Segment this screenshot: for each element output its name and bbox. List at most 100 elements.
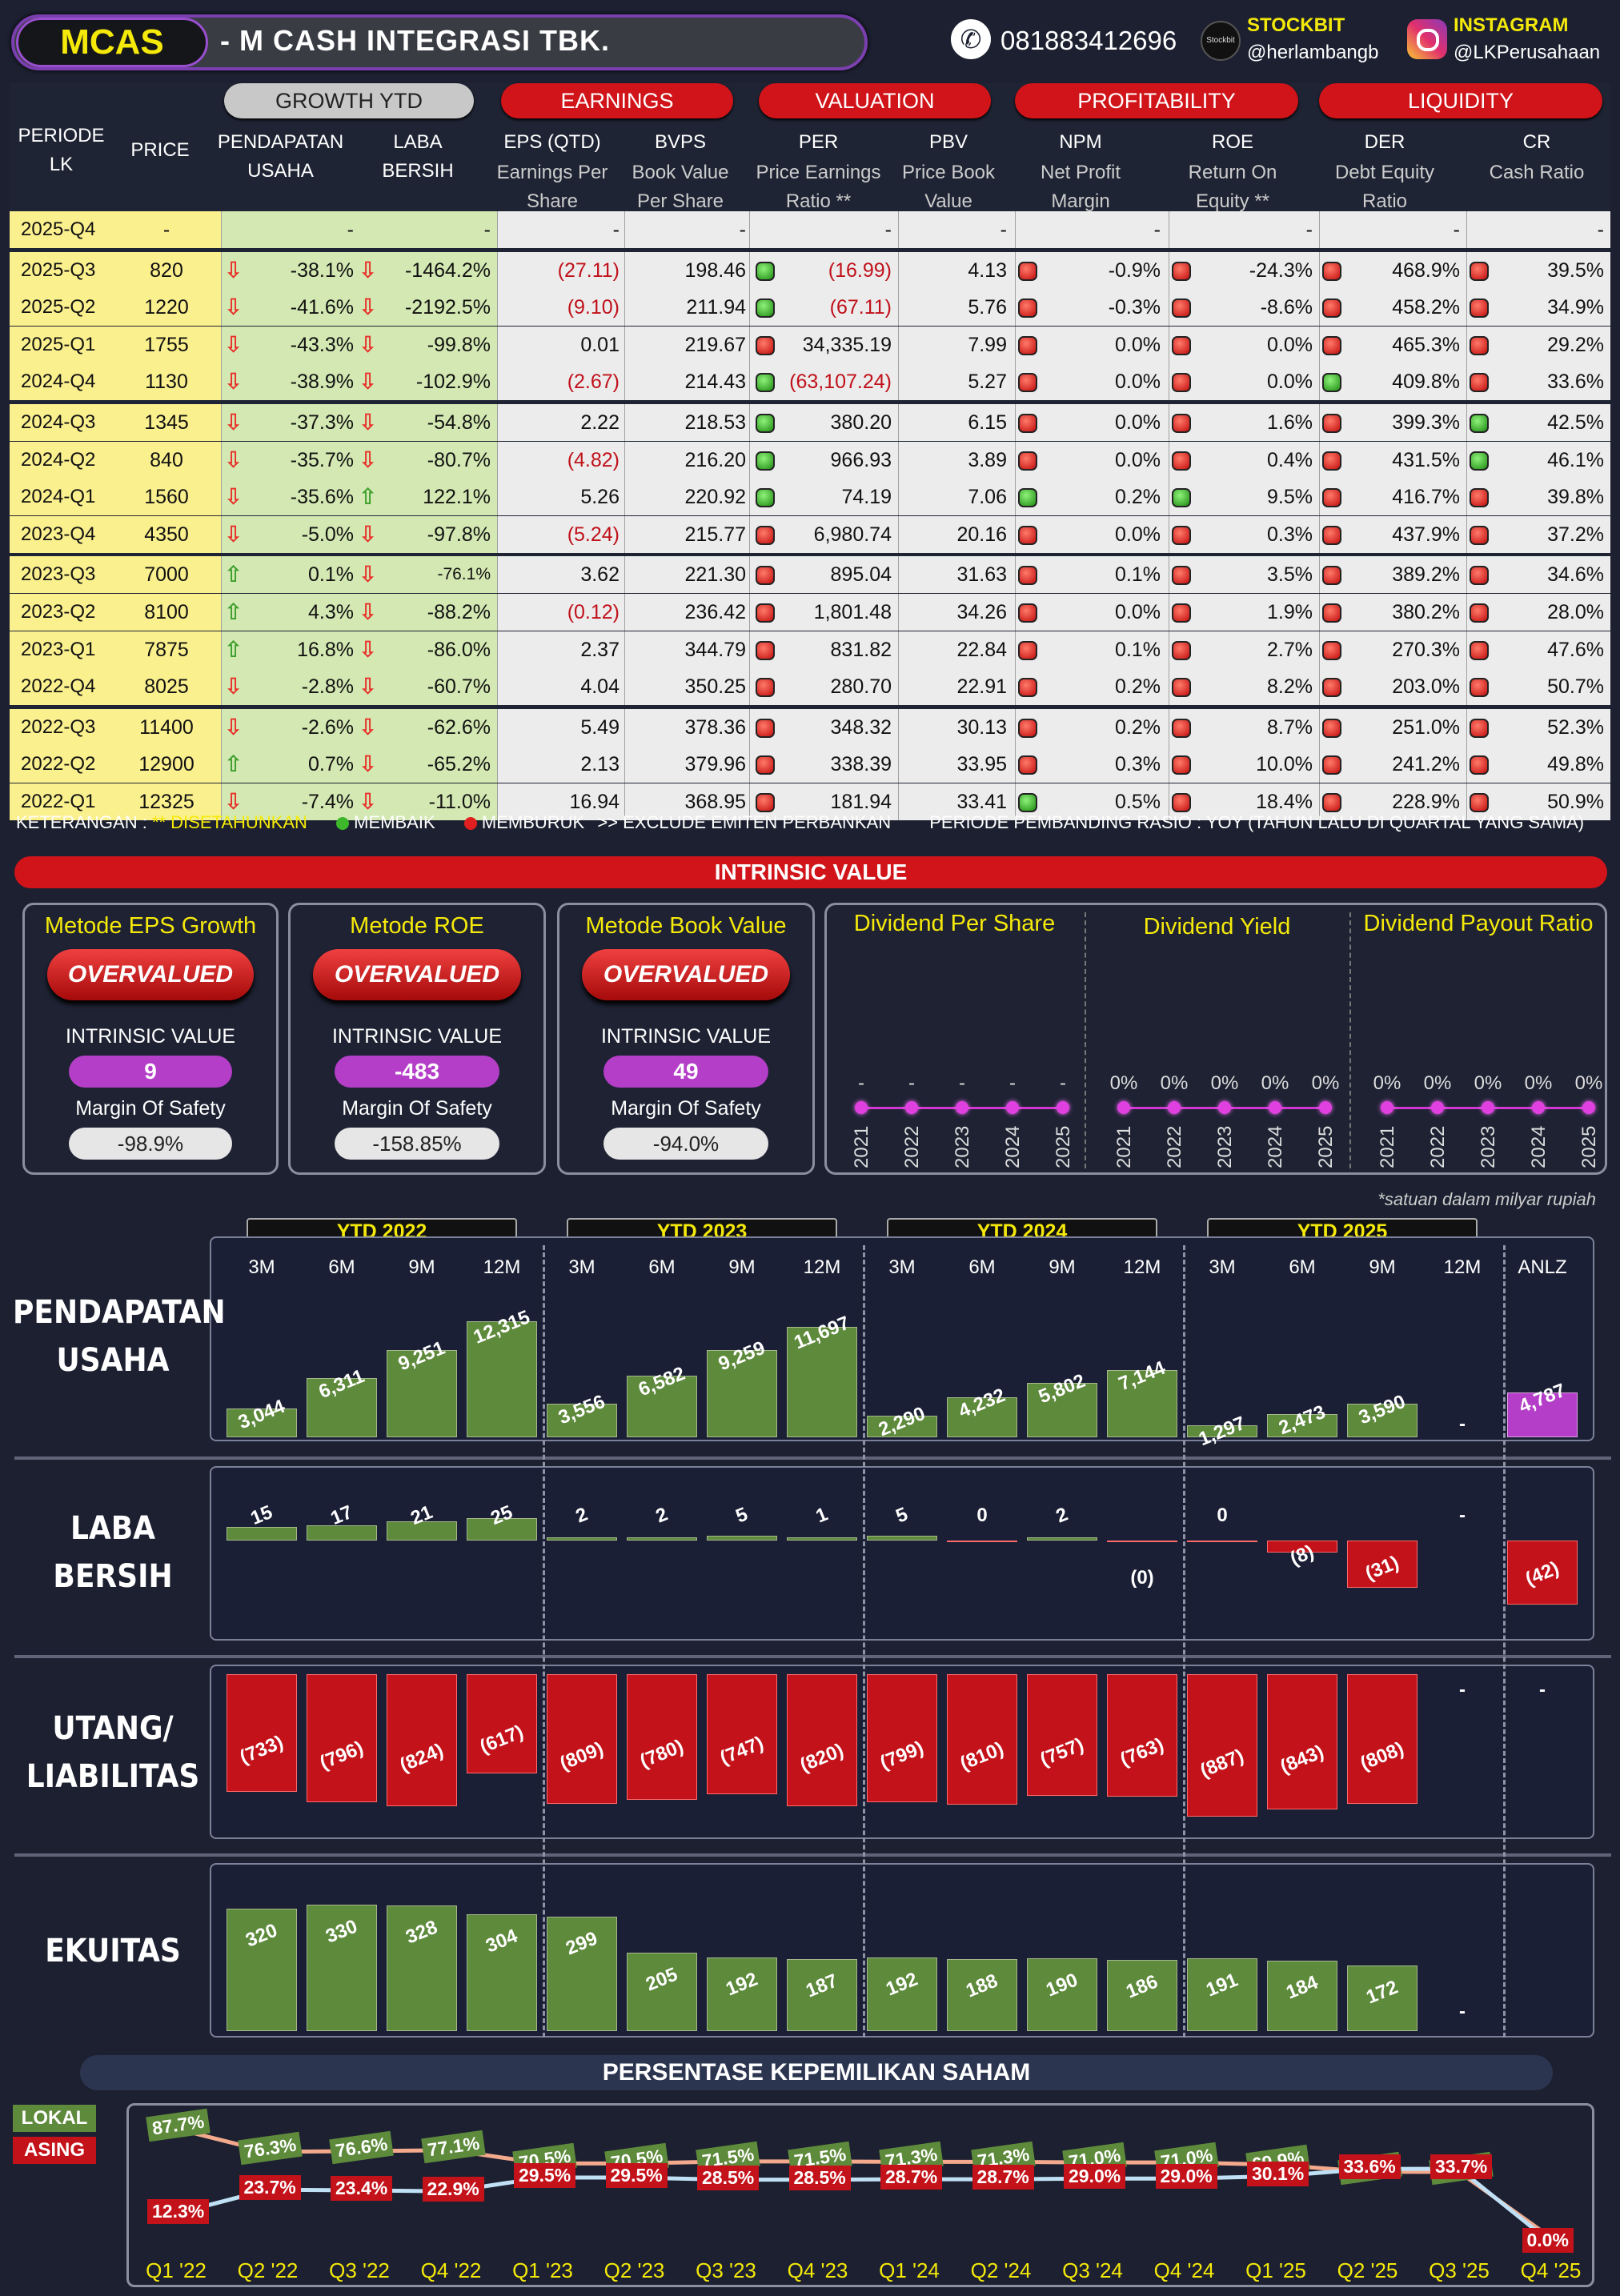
asing-value-label: 28.7% bbox=[880, 2165, 943, 2190]
cell-cr: 34.6% bbox=[1547, 563, 1604, 586]
cell-eps: 0.01 bbox=[580, 334, 620, 356]
arrow-down-icon: ⇩ bbox=[359, 789, 378, 814]
cell-cr: - bbox=[1597, 218, 1604, 241]
arrow-down-icon: ⇩ bbox=[359, 751, 378, 776]
cell-pendapatan-growth: -43.3% bbox=[290, 334, 354, 356]
worsening-dot-icon bbox=[756, 526, 775, 545]
quarter-label: Q1 '23 bbox=[512, 2258, 573, 2282]
grid-line bbox=[497, 327, 498, 363]
worsening-dot-icon bbox=[756, 678, 775, 697]
grid-line bbox=[1319, 404, 1320, 441]
cell-pbv: 7.99 bbox=[968, 334, 1007, 356]
cell-roe: 1.6% bbox=[1267, 411, 1313, 434]
cell-roe: 0.0% bbox=[1267, 371, 1313, 393]
cell-pbv: - bbox=[1000, 218, 1007, 241]
asing-value-label: 29.5% bbox=[605, 2162, 668, 2188]
grid-line bbox=[1015, 709, 1016, 746]
grid-line bbox=[1466, 594, 1467, 631]
grid-line bbox=[749, 252, 750, 289]
status-badge: OVERVALUED bbox=[582, 949, 790, 1000]
cell-npm: 0.0% bbox=[1115, 371, 1161, 393]
col-eps: EPS (QTD) bbox=[503, 131, 601, 153]
arrow-down-icon: ⇩ bbox=[359, 258, 378, 282]
cell-bvps: 350.25 bbox=[684, 675, 746, 698]
cell-npm: 0.0% bbox=[1115, 449, 1161, 471]
legend-ket: KETERANGAN : bbox=[16, 812, 147, 832]
col-der-sub: Debt Equity Ratio bbox=[1334, 162, 1435, 212]
table-legend: KETERANGAN : ** DISETAHUNKAN MEMBAIK MEM… bbox=[16, 812, 1584, 833]
bar-ekuitas bbox=[947, 1958, 1017, 2031]
worsening-dot-icon bbox=[756, 336, 775, 355]
dividend-point bbox=[1319, 1101, 1332, 1114]
cell-roe: 8.7% bbox=[1267, 716, 1313, 739]
cell-eps: (27.11) bbox=[557, 259, 620, 282]
cell-per: 1,801.48 bbox=[813, 601, 892, 623]
cell-periode: 2025-Q4 bbox=[10, 211, 112, 248]
legend-memburuk: MEMBURUK bbox=[481, 812, 585, 832]
arrow-down-icon: ⇩ bbox=[224, 484, 243, 509]
bar-pendapatan bbox=[787, 1327, 857, 1437]
phone-number[interactable]: 081883412696 bbox=[1000, 26, 1177, 55]
dividend-point bbox=[855, 1101, 868, 1114]
label-utang: UTANG/LIABILITAS bbox=[26, 1710, 200, 1795]
cell-price: 1220 bbox=[112, 289, 221, 326]
card-title: Metode EPS Growth bbox=[44, 913, 257, 939]
cell-laba-growth: -54.8% bbox=[427, 411, 491, 434]
cell-bvps: 344.79 bbox=[684, 639, 746, 661]
bar-utang bbox=[787, 1674, 857, 1806]
quarter-label: Q4 '22 bbox=[420, 2258, 482, 2282]
table-row: 2024-Q1 1560 ⇩ -35.6% ⇧ 122.1% 5.26 220.92 74.19… bbox=[10, 479, 1610, 515]
cell-npm: 0.3% bbox=[1115, 753, 1161, 775]
bar-utang bbox=[227, 1674, 297, 1793]
worsening-dot-icon bbox=[1322, 755, 1341, 775]
grid-line bbox=[898, 556, 899, 593]
grid-line bbox=[221, 252, 222, 289]
table-row: 2025-Q4- - - - - - - - - - - bbox=[10, 211, 1610, 248]
cell-bvps: 198.46 bbox=[684, 259, 746, 282]
bar-pendapatan bbox=[1267, 1413, 1337, 1437]
bar-laba bbox=[547, 1537, 617, 1541]
cell-eps: (0.12) bbox=[567, 601, 620, 623]
cell-per: - bbox=[884, 218, 892, 241]
cell-der: 380.2% bbox=[1392, 601, 1460, 623]
cell-per: 966.93 bbox=[830, 449, 892, 471]
bar-laba bbox=[467, 1518, 537, 1541]
bar-value-label: 0 bbox=[1217, 1505, 1228, 1526]
worsening-dot-icon bbox=[1322, 299, 1341, 318]
stockbit-handle[interactable]: @herlambangb bbox=[1247, 42, 1379, 63]
cell-pendapatan-growth: -35.7% bbox=[290, 449, 354, 471]
period-label: 9M bbox=[1049, 1256, 1076, 1278]
grid-line bbox=[624, 252, 625, 289]
improving-dot-icon bbox=[756, 451, 775, 471]
bar-value-label: - bbox=[1539, 1679, 1546, 1701]
worsening-dot-icon bbox=[1172, 451, 1191, 471]
asing-value-label: 29.5% bbox=[514, 2162, 576, 2188]
cell-per: 348.32 bbox=[830, 716, 892, 739]
quarter-label: Q2 '23 bbox=[603, 2258, 665, 2282]
mos-value: -158.85% bbox=[335, 1128, 499, 1160]
grid-line bbox=[1015, 746, 1016, 783]
cell-eps: 3.62 bbox=[580, 563, 620, 586]
cell-pendapatan-growth: - bbox=[347, 218, 354, 241]
worsening-dot-icon bbox=[1470, 755, 1489, 775]
dividend-divider bbox=[1085, 912, 1086, 1168]
cell-periode: 2023-Q1 bbox=[10, 631, 112, 668]
asing-value-label: 33.7% bbox=[1430, 2154, 1493, 2179]
cell-growth-bg bbox=[221, 252, 497, 289]
grid-line bbox=[624, 516, 625, 553]
bar-pendapatan bbox=[707, 1349, 777, 1437]
col-roe-sub: Return On Equity ** bbox=[1188, 162, 1277, 212]
cell-per: 181.94 bbox=[830, 791, 892, 813]
arrow-down-icon: ⇩ bbox=[224, 332, 243, 357]
instagram-handle[interactable]: @LKPerusahaan bbox=[1454, 42, 1601, 63]
improving-dot-icon bbox=[756, 299, 775, 318]
iv-label: INTRINSIC VALUE bbox=[600, 1025, 772, 1048]
worsening-dot-icon bbox=[1172, 526, 1191, 545]
grid-line bbox=[624, 783, 625, 820]
bar-utang bbox=[707, 1674, 777, 1794]
worsening-dot-icon bbox=[1018, 603, 1037, 623]
cell-der: 431.5% bbox=[1392, 449, 1460, 471]
cell-cr: 28.0% bbox=[1547, 601, 1604, 623]
period-label: 12M bbox=[1123, 1256, 1161, 1278]
grid-line bbox=[497, 442, 498, 479]
